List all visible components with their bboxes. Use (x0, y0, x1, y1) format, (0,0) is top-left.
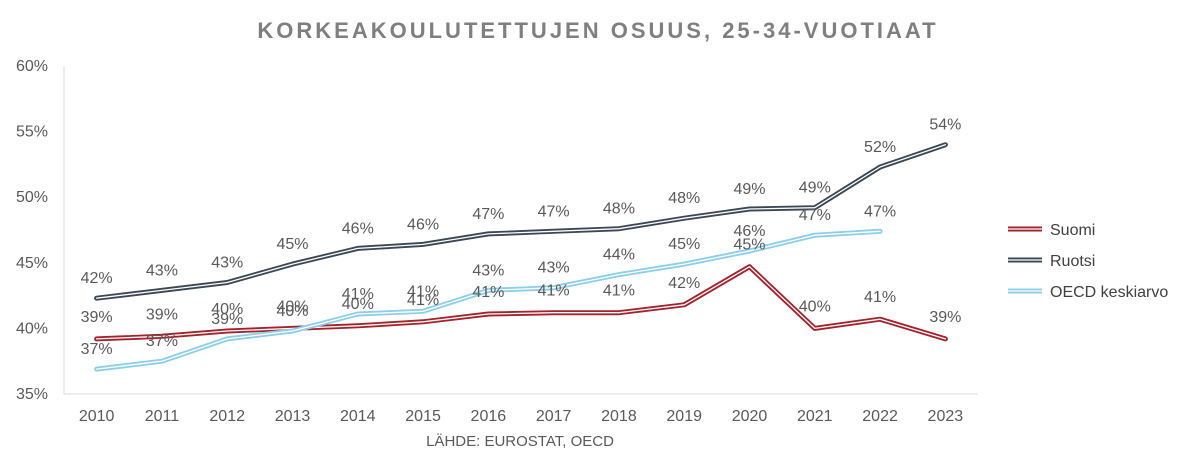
data-label: 40% (276, 303, 308, 320)
data-label: 39% (211, 311, 243, 328)
x-tick-label: 2019 (666, 408, 702, 425)
x-tick-label: 2011 (145, 408, 180, 425)
data-label: 37% (81, 341, 113, 358)
data-label: 41% (407, 283, 439, 300)
x-tick-label: 2020 (732, 408, 768, 425)
data-label: 37% (146, 333, 178, 350)
data-label: 43% (146, 262, 178, 279)
legend-label: Suomi (1050, 222, 1095, 239)
data-label: 47% (538, 203, 570, 220)
y-tick-label: 45% (16, 255, 48, 272)
data-label: 45% (668, 236, 700, 253)
data-label: 46% (342, 220, 374, 237)
data-label: 49% (799, 180, 831, 197)
data-label: 48% (668, 190, 700, 207)
data-label: 48% (603, 201, 635, 218)
x-tick-label: 2015 (405, 408, 441, 425)
data-label: 46% (733, 223, 765, 240)
series-suomi (94, 264, 948, 342)
data-label: 47% (864, 203, 896, 220)
data-label: 39% (81, 309, 113, 326)
data-label: 42% (81, 270, 113, 287)
series-line-core (95, 230, 881, 370)
data-label: 40% (342, 296, 374, 313)
data-label: 52% (864, 139, 896, 156)
data-label: 45% (733, 237, 765, 254)
data-label: 54% (929, 117, 961, 134)
data-label: 41% (603, 283, 635, 300)
source-note: LÄHDE: EUROSTAT, OECD (426, 433, 614, 450)
data-label: 44% (603, 247, 635, 264)
y-tick-label: 55% (16, 124, 48, 141)
axes: 35% 40% 45% 50% 55% 60% 2010 2011 2012 2013 2014 20… (16, 58, 978, 425)
data-label: 41% (864, 289, 896, 306)
data-label: 40% (211, 301, 243, 318)
series-line-core (95, 144, 947, 299)
legend: Suomi Ruotsi OECD keskiarvo (1008, 222, 1168, 301)
data-label: 42% (668, 275, 700, 292)
x-tick-label: 2023 (928, 408, 964, 425)
y-tick-label: 50% (16, 189, 48, 206)
legend-item: Suomi (1008, 222, 1095, 239)
x-tick-label: 2016 (471, 408, 507, 425)
x-tick-label: 2018 (601, 408, 637, 425)
data-label: 41% (342, 286, 374, 303)
data-label: 41% (407, 292, 439, 309)
data-labels: 39% 39% 40% 40% 40% 41% 41% 41% 41% 42%45%40%41%3… (81, 117, 962, 358)
x-tick-label: 2021 (797, 408, 833, 425)
y-tick-label: 40% (16, 320, 48, 337)
data-label: 40% (799, 298, 831, 315)
chart-title: KORKEAKOULUTETTUJEN OSUUS, 25-34-VUOTIAA… (257, 18, 938, 43)
series-lines (94, 142, 948, 372)
legend-item: Ruotsi (1008, 253, 1095, 270)
series-oecd-keskiarvo (94, 228, 883, 372)
data-label: 41% (472, 284, 504, 301)
y-tick-label: 60% (16, 58, 48, 75)
x-tick-label: 2014 (340, 408, 376, 425)
legend-item: OECD keskiarvo (1008, 284, 1168, 301)
data-label: 47% (472, 206, 504, 223)
x-tick-label: 2010 (79, 408, 115, 425)
legend-label: Ruotsi (1050, 253, 1095, 270)
data-label: 39% (146, 306, 178, 323)
x-tick-label: 2013 (275, 408, 311, 425)
data-label: 41% (538, 283, 570, 300)
data-label: 43% (472, 262, 504, 279)
series-ruotsi (94, 142, 948, 301)
data-label: 46% (407, 216, 439, 233)
data-label: 49% (733, 181, 765, 198)
y-tick-label: 35% (16, 386, 48, 403)
data-label: 43% (538, 260, 570, 277)
series-line-core (95, 266, 947, 340)
data-label: 45% (276, 236, 308, 253)
data-label: 43% (211, 254, 243, 271)
data-label: 47% (799, 207, 831, 224)
x-tick-label: 2022 (862, 408, 898, 425)
data-label: 39% (929, 309, 961, 326)
legend-label: OECD keskiarvo (1050, 284, 1168, 301)
x-tick-label: 2017 (536, 408, 572, 425)
data-label: 40% (276, 298, 308, 315)
x-tick-label: 2012 (209, 408, 245, 425)
